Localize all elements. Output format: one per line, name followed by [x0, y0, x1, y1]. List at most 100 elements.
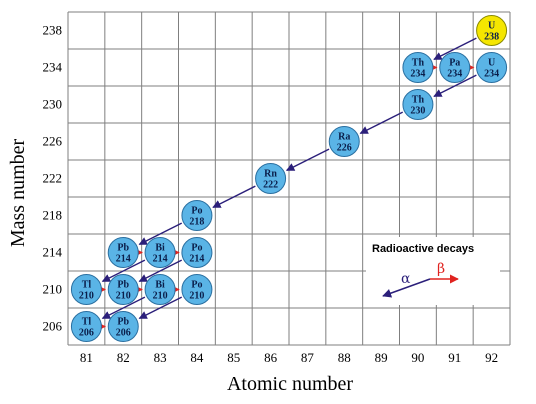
legend-beta-label: β [437, 261, 445, 277]
x-tick-label: 89 [375, 350, 388, 365]
y-tick-label: 234 [43, 60, 63, 75]
nuclide-mass: 234 [447, 69, 462, 80]
alpha-decay-arrow [101, 296, 146, 320]
nuclide-mass: 234 [484, 69, 499, 80]
nuclide-mass: 234 [410, 69, 425, 80]
y-axis-ticks: 206 210 214 218 222 226 230 234 238 [43, 23, 63, 334]
legend: Radioactive decays α β [366, 237, 500, 305]
nuclide-circle [181, 237, 213, 268]
y-tick-label: 210 [43, 282, 63, 297]
nuclide-symbol: Ra [338, 132, 350, 143]
y-tick-label: 222 [43, 171, 63, 186]
x-tick-label: 85 [227, 350, 240, 365]
nuclide-circle [255, 163, 287, 194]
nuclide-symbol: Tl [82, 317, 92, 328]
nuclide-symbol: Th [412, 95, 425, 106]
alpha-decay-arrow [285, 148, 330, 172]
x-tick-label: 88 [338, 350, 351, 365]
nuclide-circle [402, 52, 434, 83]
nuclide-circle [107, 274, 139, 305]
x-tick-label: 90 [411, 350, 424, 365]
y-tick-label: 218 [43, 208, 63, 223]
nuclide-mass: 230 [410, 106, 425, 117]
nuclide-circle [70, 274, 102, 305]
nuclide-circle [402, 89, 434, 120]
nuclide-mass: 214 [153, 254, 168, 265]
nuclide-circle [144, 274, 176, 305]
nuclide-mass: 214 [189, 254, 204, 265]
nuclide-mass: 210 [189, 291, 204, 302]
nuclide-symbol: Pa [449, 58, 460, 69]
y-tick-label: 214 [43, 245, 63, 260]
nuclide-mass: 222 [263, 180, 278, 191]
nuclide-symbol: Po [191, 280, 202, 291]
nuclide-circle [328, 126, 360, 157]
nuclide-circle [476, 15, 508, 46]
nuclide-symbol: Po [191, 243, 202, 254]
nuclide-symbol: Rn [264, 169, 277, 180]
nuclide-symbol: Po [191, 206, 202, 217]
x-axis-ticks: 81 82 83 84 85 86 87 88 89 90 91 92 [80, 350, 498, 365]
nuclide-mass: 210 [79, 291, 94, 302]
alpha-decay-arrow [212, 185, 256, 209]
nuclide-circle [107, 237, 139, 268]
alpha-decay-arrow [433, 74, 477, 98]
alpha-decay-arrow [138, 222, 183, 246]
y-tick-label: 238 [43, 23, 63, 38]
nuclide-circle [181, 200, 213, 231]
legend-alpha-label: α [401, 271, 411, 287]
nuclide-symbol: Pb [117, 317, 129, 328]
nuclide-mass: 206 [116, 328, 131, 339]
nuclide-circle [107, 311, 139, 342]
nuclide-mass: 210 [153, 291, 168, 302]
nuclide-circle [439, 52, 471, 83]
nuclide-circle [181, 274, 213, 305]
y-tick-label: 230 [43, 97, 63, 112]
x-tick-label: 84 [190, 350, 204, 365]
y-tick-label: 226 [43, 134, 63, 149]
nuclide-mass: 210 [116, 291, 131, 302]
nuclides: U238Th234Pa234U234Th230Ra226Rn222Po218Pb… [70, 15, 508, 342]
legend-alpha-arrow [382, 278, 431, 298]
x-tick-label: 83 [154, 350, 167, 365]
alpha-decay-arrow [138, 296, 183, 320]
y-axis-title: Mass number [7, 139, 29, 248]
x-tick-label: 82 [117, 350, 130, 365]
nuclide-circle [476, 52, 508, 83]
alpha-decay-arrow [433, 37, 477, 61]
nuclide-mass: 226 [337, 143, 352, 154]
nuclide-mass: 238 [484, 32, 499, 43]
nuclide-mass: 214 [116, 254, 131, 265]
x-tick-label: 92 [485, 350, 498, 365]
alpha-decay-arrow [101, 259, 146, 283]
nuclide-symbol: Pb [117, 280, 129, 291]
nuclide-symbol: U [488, 21, 495, 32]
decay-arrows [97, 37, 477, 331]
x-tick-label: 86 [264, 350, 278, 365]
alpha-decay-arrow [138, 259, 183, 283]
nuclide-mass: 206 [79, 328, 94, 339]
nuclide-circle [70, 311, 102, 342]
x-tick-label: 91 [448, 350, 461, 365]
nuclide-symbol: Th [412, 58, 425, 69]
nuclide-mass: 218 [189, 217, 204, 228]
x-axis-title: Atomic number [227, 373, 353, 395]
nuclide-symbol: Pb [117, 243, 129, 254]
nuclide-symbol: Bi [155, 243, 165, 254]
